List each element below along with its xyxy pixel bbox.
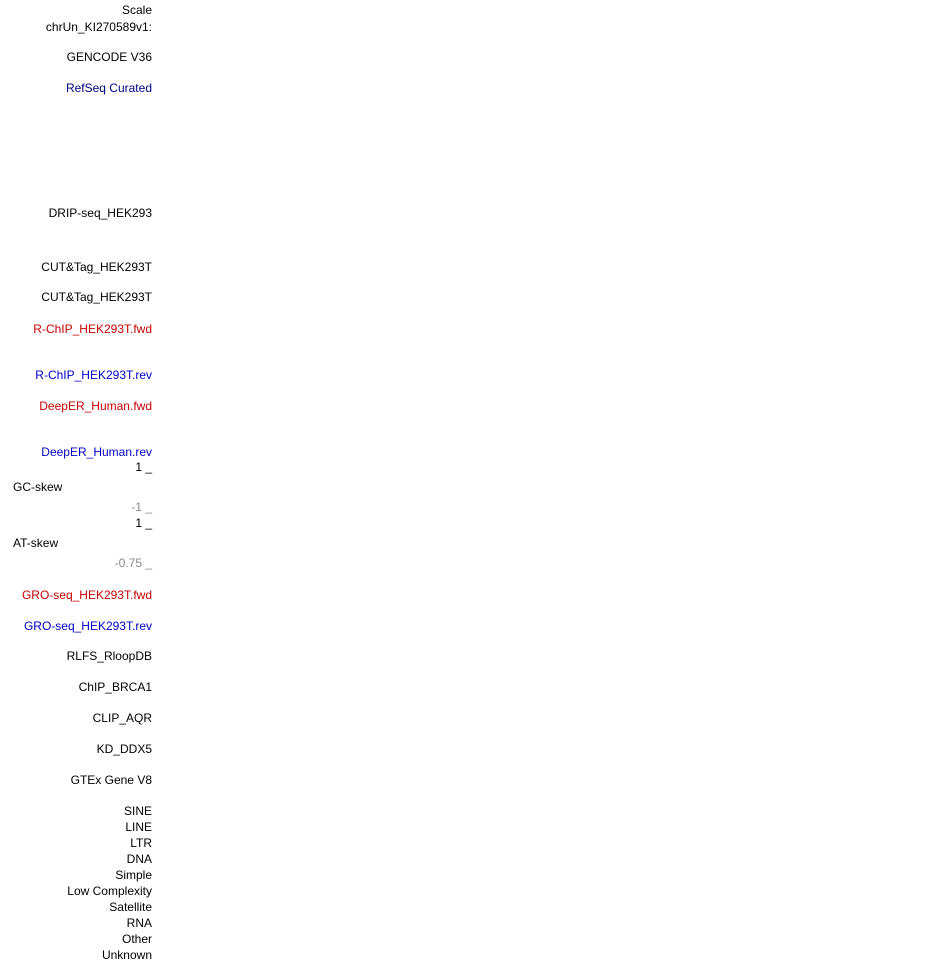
- track-label[interactable]: ChIP_BRCA1: [78, 680, 152, 694]
- repeat-class-label: Simple: [115, 868, 152, 882]
- repeat-class-label: Satellite: [109, 900, 152, 914]
- track-label[interactable]: CLIP_AQR: [92, 711, 152, 725]
- repeat-class-label: Unknown: [101, 948, 152, 962]
- repeat-class-label: RNA: [126, 916, 152, 930]
- track-label[interactable]: GRO-seq_HEK293T.fwd: [21, 588, 152, 602]
- track-label: Scale: [121, 3, 152, 17]
- repeat-class-label: LINE: [125, 820, 152, 834]
- track-label[interactable]: GRO-seq_HEK293T.rev: [23, 619, 152, 633]
- repeat-class-label: Low Complexity: [67, 884, 152, 898]
- track-label[interactable]: R-ChIP_HEK293T.fwd: [33, 322, 152, 336]
- track-label[interactable]: RefSeq Curated: [65, 81, 152, 95]
- repeat-class-label: DNA: [126, 852, 152, 866]
- scale-label: 1 _: [135, 516, 152, 530]
- track-label[interactable]: DeepER_Human.fwd: [39, 399, 152, 413]
- scale-label: -1 _: [131, 500, 152, 514]
- track-label[interactable]: DeepER_Human.rev: [41, 445, 152, 459]
- track-label[interactable]: GC-skew: [13, 480, 63, 494]
- scale-label: 1 _: [135, 460, 152, 474]
- track-label[interactable]: RLFS_RloopDB: [66, 649, 152, 663]
- repeat-class-label: SINE: [123, 804, 152, 818]
- track-label[interactable]: KD_DDX5: [96, 742, 152, 756]
- track-label: chrUn_KI270589v1:: [45, 20, 152, 34]
- track-label[interactable]: DRIP-seq_HEK293: [48, 206, 152, 220]
- track-label[interactable]: CUT&Tag_HEK293T: [41, 260, 152, 274]
- scale-label: -0.75 _: [114, 556, 152, 570]
- repeat-class-label: LTR: [130, 836, 152, 850]
- repeat-class-label: Other: [121, 932, 152, 946]
- track-label[interactable]: R-ChIP_HEK293T.rev: [35, 368, 152, 382]
- track-label[interactable]: AT-skew: [13, 536, 59, 550]
- track-label[interactable]: GENCODE V36: [66, 50, 152, 64]
- track-label[interactable]: CUT&Tag_HEK293T: [41, 290, 152, 304]
- track-label[interactable]: GTEx Gene V8: [70, 773, 152, 787]
